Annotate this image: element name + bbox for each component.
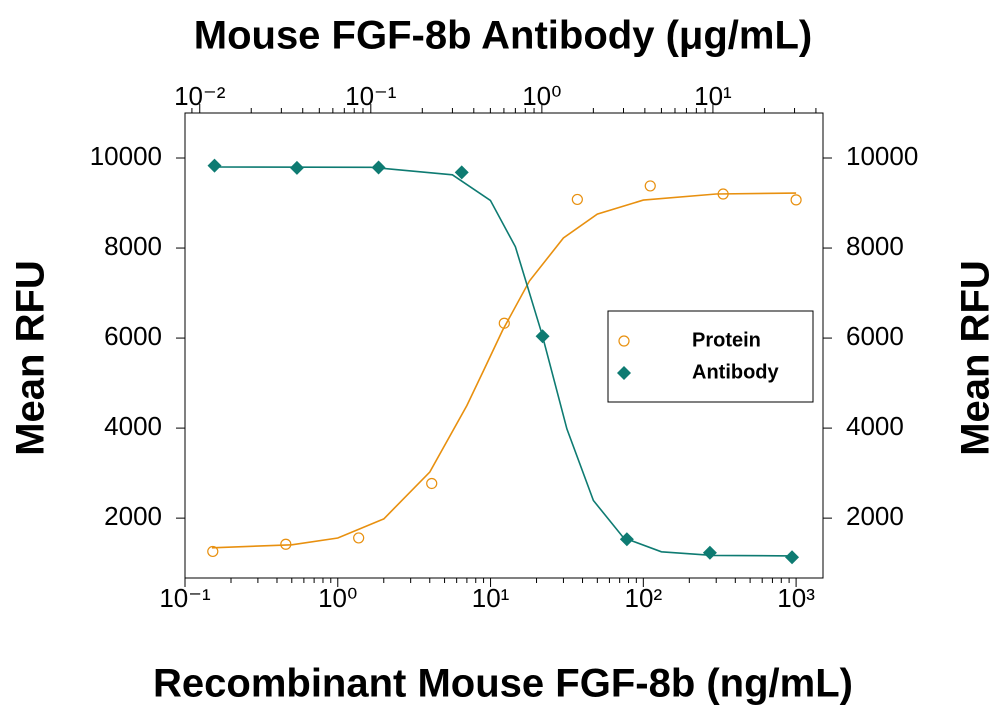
data-point	[785, 550, 800, 565]
data-point	[289, 160, 304, 175]
y-tick-label: 2000	[104, 501, 162, 531]
fit-curve	[213, 166, 793, 557]
fit-curve	[211, 192, 797, 549]
data-point	[353, 532, 365, 544]
x2-tick-label: 10⁻²	[174, 81, 226, 111]
y2-tick-label: 8000	[846, 231, 904, 261]
data-point	[454, 165, 469, 180]
data-point	[790, 194, 802, 206]
data-point	[619, 532, 634, 547]
data-point	[535, 329, 550, 344]
legend-marker	[618, 335, 630, 347]
data-point	[498, 317, 510, 329]
x-tick-label: 10⁰	[318, 583, 357, 613]
y2-tick-label: 6000	[846, 321, 904, 351]
data-point	[426, 477, 438, 490]
x-tick-label: 10⁻¹	[159, 583, 211, 613]
x-axis-title: Recombinant Mouse FGF-8b (ng/mL)	[153, 662, 853, 706]
y2-tick-label: 4000	[846, 411, 904, 441]
y2-tick-label: 10000	[846, 141, 918, 171]
y-tick-label: 6000	[104, 321, 162, 351]
y-axis-title: Mean RFU	[9, 260, 53, 456]
y2-tick-label: 2000	[846, 501, 904, 531]
data-point	[717, 188, 729, 200]
data-point	[371, 160, 386, 175]
y2-axis-title: Mean RFU	[954, 260, 998, 456]
y-tick-label: 8000	[104, 231, 162, 261]
y-tick-label: 10000	[90, 141, 162, 171]
legend-label: Antibody	[692, 361, 780, 383]
data-point	[644, 180, 656, 192]
y-tick-label: 4000	[104, 411, 162, 441]
legend-label: Protein	[692, 329, 761, 351]
x2-tick-label: 10¹	[694, 81, 732, 111]
legend-box	[607, 310, 814, 403]
data-point	[280, 538, 292, 550]
x-tick-label: 10³	[777, 583, 815, 613]
x-tick-label: 10²	[625, 583, 663, 613]
x2-tick-label: 10⁻¹	[345, 81, 397, 111]
x-tick-label: 10¹	[472, 583, 510, 613]
legend-marker	[617, 366, 631, 380]
data-point	[207, 158, 222, 173]
x2-axis-title: Mouse FGF-8b Antibody (μg/mL)	[194, 14, 812, 58]
data-point	[571, 193, 583, 206]
data-point	[207, 545, 219, 558]
x2-tick-label: 10⁰	[522, 81, 561, 111]
data-point	[702, 545, 717, 560]
